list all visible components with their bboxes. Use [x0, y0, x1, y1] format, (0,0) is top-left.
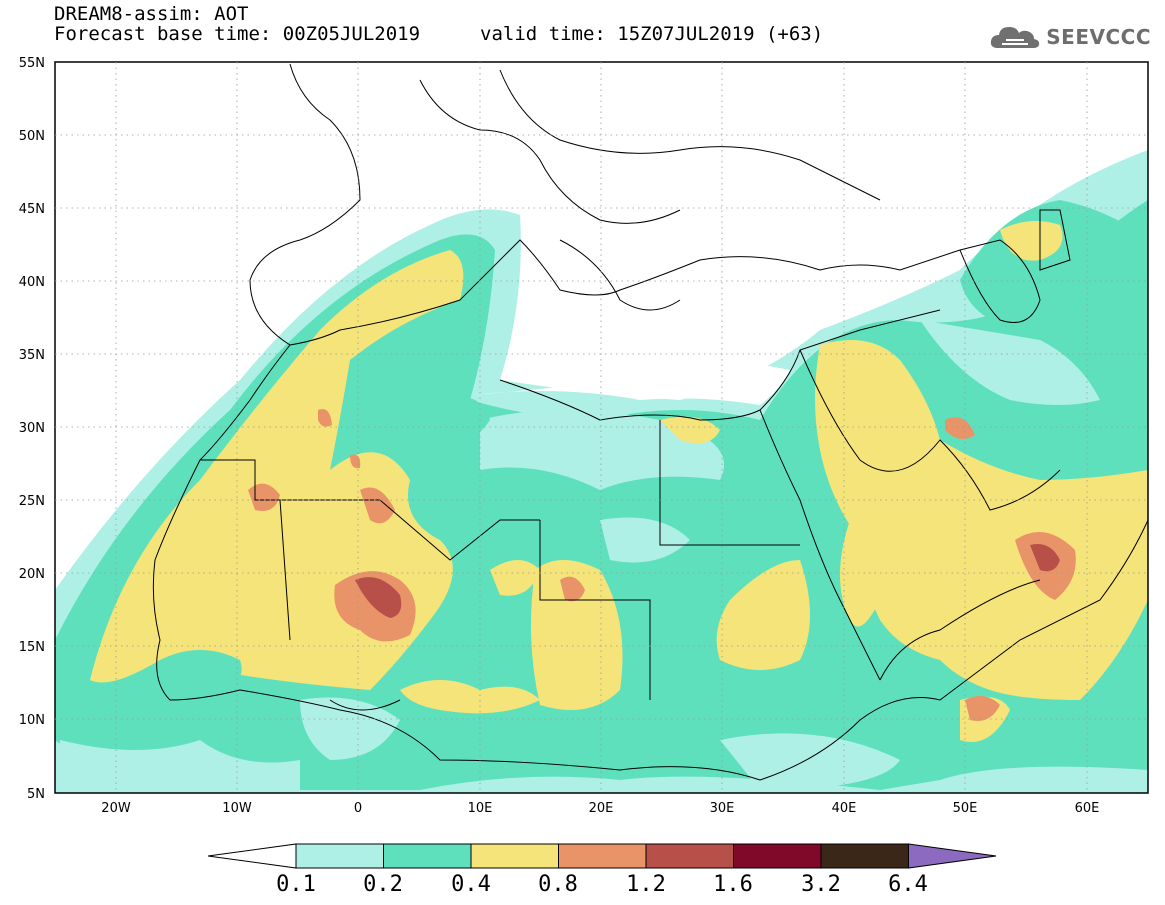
forecast-base-time: Forecast base time: 00Z05JUL2019 — [54, 23, 421, 45]
lat-label-30n: 30N — [19, 421, 45, 436]
aot-band-1.2 — [355, 577, 402, 618]
lon-label-0: 0 — [354, 801, 362, 816]
colorbar-swatch-1 — [383, 843, 472, 869]
colorbar-label-1.6: 1.6 — [713, 872, 753, 897]
lat-label-20n: 20N — [19, 567, 45, 582]
lon-label-40e: 40E — [832, 801, 857, 816]
latitude-labels: 55N 50N 45N 40N 35N 30N 25N 20N 15N 10N … — [19, 56, 45, 802]
plot-frame — [54, 61, 1149, 794]
longitude-labels: 20W 10W 0 10E 20E 30E 40E 50E 60E — [101, 801, 1099, 816]
colorbar — [207, 843, 997, 869]
cloud-icon — [991, 27, 1040, 48]
lat-label-40n: 40N — [19, 275, 45, 290]
lat-label-10n: 10N — [19, 713, 45, 728]
lat-label-50n: 50N — [19, 129, 45, 144]
colorbar-swatch-3 — [558, 843, 647, 869]
map-title: DREAM8-assim: AOT — [54, 3, 249, 25]
lat-label-45n: 45N — [19, 202, 45, 217]
colorbar-label-0.8: 0.8 — [538, 872, 578, 897]
logo-text: SEEVCCC — [1046, 25, 1151, 49]
colorbar-label-1.2: 1.2 — [626, 872, 666, 897]
lat-label-25n: 25N — [19, 494, 45, 509]
colorbar-label-0.2: 0.2 — [363, 872, 403, 897]
coastlines — [152, 63, 1148, 781]
colorbar-under-arrow — [207, 843, 297, 869]
colorbar-label-6.4: 6.4 — [888, 872, 928, 897]
gridlines — [55, 62, 1148, 793]
colorbar-swatch-5 — [733, 843, 822, 869]
valid-time: valid time: 15Z07JUL2019 (+63) — [480, 23, 824, 45]
lon-label-10e: 10E — [468, 801, 493, 816]
lon-label-10w: 10W — [222, 801, 252, 816]
seevccc-logo: SEEVCCC — [988, 22, 1151, 52]
colorbar-label-3.2: 3.2 — [801, 872, 841, 897]
lon-label-60e: 60E — [1075, 801, 1100, 816]
colorbar-swatch-6 — [820, 843, 909, 869]
lat-label-55n: 55N — [19, 56, 45, 71]
lon-label-50e: 50E — [953, 801, 978, 816]
colorbar-swatch-4 — [645, 843, 734, 869]
colorbar-swatch-2 — [470, 843, 559, 869]
colorbar-over-arrow — [908, 843, 997, 869]
lat-label-15n: 15N — [19, 640, 45, 655]
lon-label-30e: 30E — [710, 801, 735, 816]
lon-label-20w: 20W — [101, 801, 131, 816]
lat-label-35n: 35N — [19, 348, 45, 363]
colorbar-swatch-0 — [295, 843, 384, 869]
colorbar-label-0.4: 0.4 — [451, 872, 491, 897]
lat-label-5n: 5N — [27, 787, 45, 802]
aot-field — [55, 150, 1148, 793]
colorbar-label-0.1: 0.1 — [276, 872, 316, 897]
lon-label-20e: 20E — [589, 801, 614, 816]
